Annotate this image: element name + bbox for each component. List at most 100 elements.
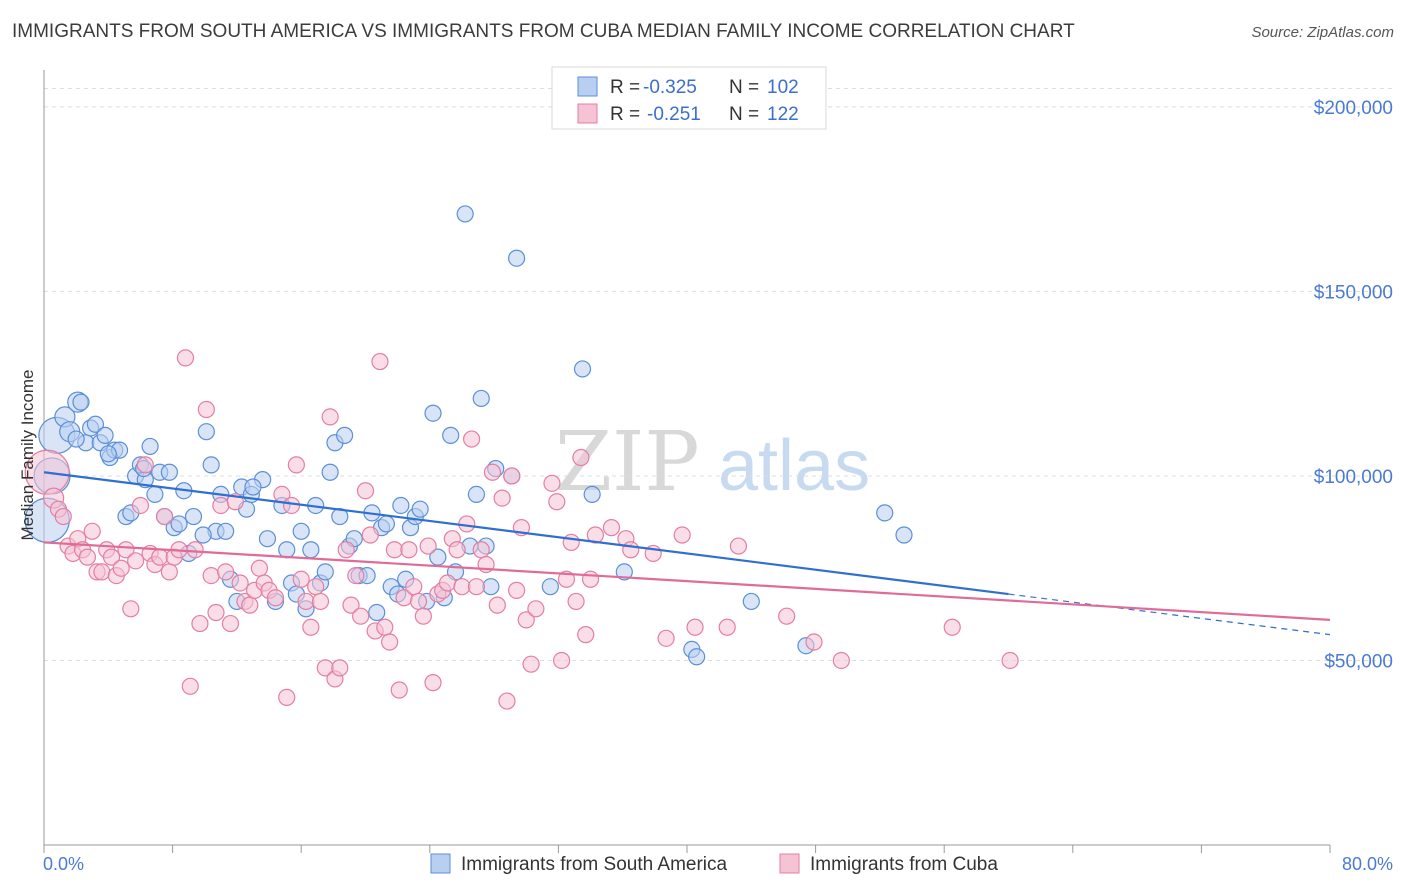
cuba-point-54 [307,578,325,596]
south-america-point-89 [583,485,601,504]
legend-r-value-2: -0.251 [647,104,701,125]
south-america-point-41 [258,530,277,548]
cuba-point-16 [117,541,135,559]
watermark-atlas: atlas [718,426,870,506]
cuba-point-37 [221,614,240,633]
cuba-point-109 [586,526,604,544]
cuba-point-75 [409,592,428,611]
south-america-point-97 [67,430,85,448]
cuba-point-18 [127,552,145,570]
cuba-point-69 [381,633,399,651]
south-america-point-31 [202,456,220,474]
south-america-point-96 [895,526,913,544]
cuba-point-17 [122,600,140,618]
series-legend-label-pink: Immigrants from Cuba [810,854,998,875]
south-america-point-49 [302,541,320,559]
cuba-point-8 [78,548,97,566]
cuba-point-3 [54,507,72,526]
cuba-point-11 [93,563,111,581]
correlation-legend: R = -0.325 N = 102 R = -0.251 N = 122 [551,66,827,130]
south-america-point-67 [392,496,410,515]
south-america-point-83 [482,578,500,596]
cuba-point-84 [453,578,471,596]
south-america-point-64 [377,515,395,533]
trend-lines [43,471,1331,636]
cuba-point-76 [414,607,432,625]
cuba-point-28 [176,349,195,367]
south-america-point-92 [688,648,706,666]
cuba-point-101 [548,493,566,511]
south-america-point-87 [541,578,559,596]
cuba-point-116 [686,618,704,636]
grid-lines [44,87,1395,661]
cuba-point-112 [622,541,640,559]
cuba-point-55 [311,592,330,611]
series-legend-swatch-blue [430,853,451,874]
legend-n-label-2: N = [729,104,759,125]
south-america-point-24 [160,463,178,481]
legend-swatch-blue [577,76,598,97]
south-america-point-21 [146,485,164,504]
legend-n-value-2: 122 [767,104,799,125]
south-america-point-62 [368,603,386,622]
cuba-point-94 [503,467,521,485]
cuba-point-110 [602,519,621,537]
cuba-point-39 [231,574,249,592]
south-america-trend-line [43,471,1009,596]
source-label: Source: ZipAtlas.com [1251,24,1394,41]
south-america-point-26 [170,515,188,533]
cuba-point-25 [160,563,178,581]
cuba-point-99 [527,600,545,618]
series-legend-swatch-pink [779,853,800,874]
cuba-point-97 [517,611,535,629]
y-axis-label: Median Family Income [18,369,37,540]
south-america-point-20 [141,437,159,456]
cuba-point-107 [577,626,595,644]
cuba-point-31 [191,614,209,633]
cuba-point-51 [292,570,310,588]
south-america-point-47 [292,522,310,540]
cuba-point-52 [297,592,315,611]
legend-n-value-1: 102 [767,77,799,98]
cuba-point-32 [197,400,215,419]
cuba-point-88 [472,541,490,559]
cuba-point-48 [278,688,296,706]
cuba-point-118 [729,537,748,555]
cuba-point-33 [202,566,220,585]
cuba-point-102 [553,651,571,670]
cuba-point-74 [405,578,423,596]
cuba-point-122 [943,618,961,636]
south-america-point-100 [194,526,212,544]
south-america-point-53 [321,463,339,481]
cuba-point-70 [385,541,404,559]
cuba-point-36 [217,563,235,581]
south-america-point-9 [86,415,105,433]
cuba-point-123 [1001,651,1019,670]
cuba-point-53 [302,618,320,636]
south-america-point-95 [876,504,894,522]
cuba-point-100 [543,474,561,492]
cuba-point-98 [522,655,540,673]
cuba-point-19 [131,496,150,515]
south-america-point-11 [96,426,114,444]
cuba-point-104 [562,533,580,551]
south-america-trend-extension [1008,593,1331,636]
y-tick-labels: $50,000 $100,000 $150,000 $200,000 [1314,98,1393,673]
y-tick-label-3: $200,000 [1314,98,1393,119]
legend-r-label-1: R = [610,77,640,98]
south-america-point-81 [472,389,490,408]
cuba-point-83 [448,541,466,559]
south-america-point-30 [197,423,215,441]
cuba-point-50 [287,456,305,474]
cuba-point-34 [207,603,225,622]
y-tick-label-1: $100,000 [1314,467,1393,488]
south-america-point-52 [316,563,334,581]
cuba-point-93 [498,692,516,710]
south-america-point-98 [99,445,117,463]
south-america-point-44 [278,541,296,559]
cuba-point-119 [778,607,796,625]
south-america-point-6 [72,393,90,411]
cuba-point-62 [347,566,365,585]
cuba-point-35 [212,496,230,515]
